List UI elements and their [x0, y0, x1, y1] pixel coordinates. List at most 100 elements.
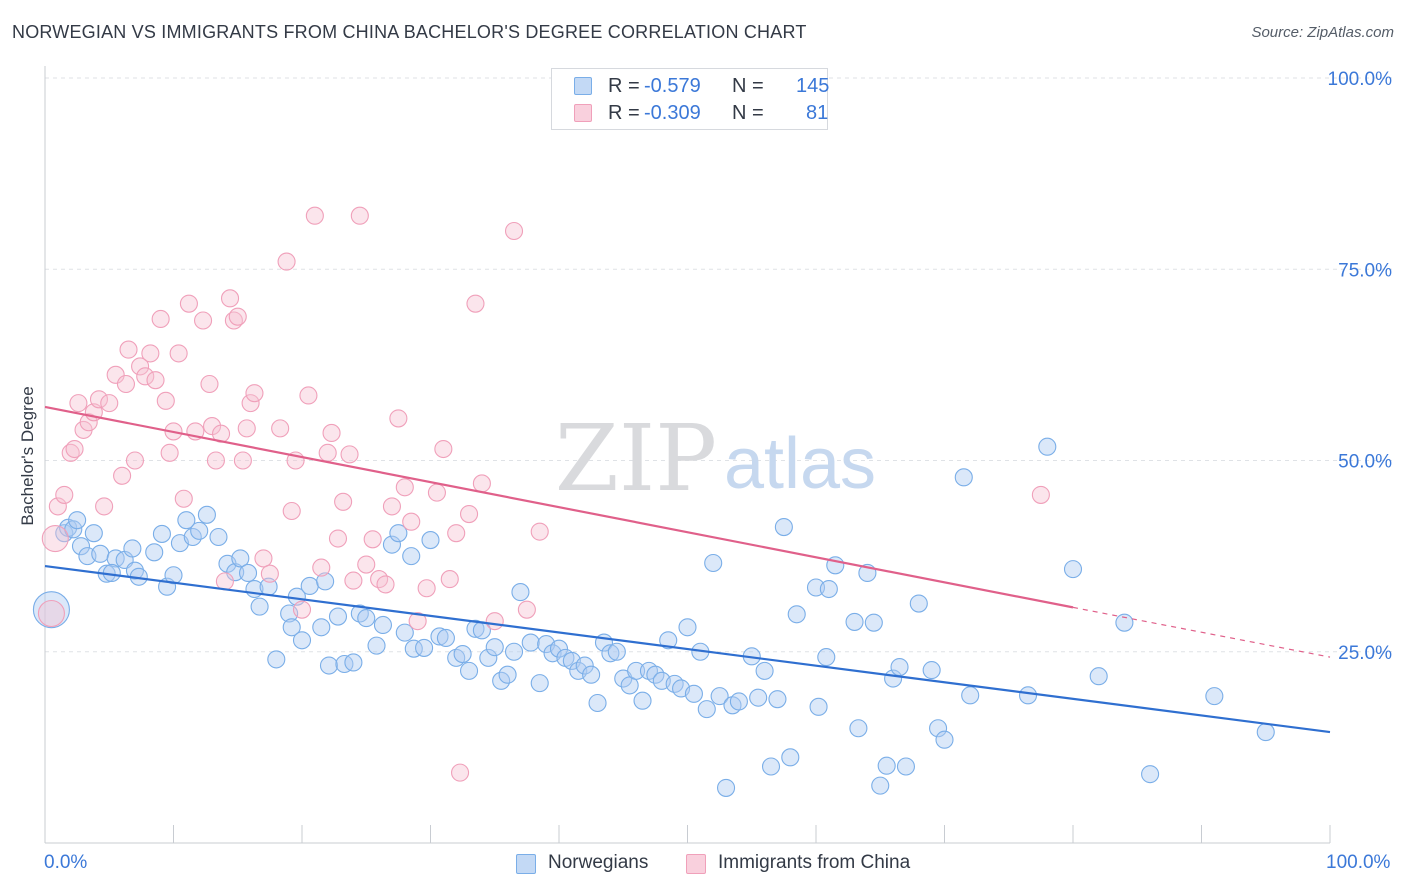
data-point: [485, 612, 504, 631]
data-point: [809, 697, 828, 716]
data-point: [817, 648, 836, 667]
data-point: [684, 684, 703, 703]
data-point: [305, 206, 324, 225]
data-point: [344, 653, 363, 672]
data-point: [382, 497, 402, 516]
watermark-atlas: atlas: [724, 424, 876, 504]
data-point: [260, 564, 279, 583]
data-point: [106, 365, 125, 384]
data-point: [1141, 765, 1160, 784]
data-point: [961, 686, 980, 705]
data-point: [282, 501, 301, 521]
data-point: [100, 394, 119, 413]
data-point: [84, 524, 103, 543]
data-point: [819, 579, 838, 599]
data-point: [334, 492, 353, 511]
data-point: [389, 524, 408, 543]
y-axis-label: Bachelor's Degree: [18, 386, 37, 526]
data-point: [328, 529, 348, 548]
data-point: [136, 367, 155, 386]
data-point: [91, 544, 110, 563]
legend-swatch-blue: [516, 854, 536, 874]
data-point: [627, 661, 646, 680]
data-point: [704, 553, 723, 573]
data-point: [1031, 485, 1050, 504]
data-point: [395, 623, 414, 642]
r-label: R =: [608, 75, 640, 97]
data-point: [357, 555, 376, 574]
data-point: [160, 443, 179, 462]
trend-line-1: [44, 405, 1074, 609]
data-point: [151, 309, 170, 329]
y-tick-labels: 25.0% 50.0% 75.0% 100.0%: [1328, 69, 1393, 664]
data-point: [601, 644, 620, 663]
data-point: [530, 674, 549, 693]
data-point: [344, 571, 363, 590]
data-point: [141, 344, 160, 363]
data-point: [316, 572, 335, 591]
data-point: [395, 478, 414, 497]
data-point: [68, 511, 87, 530]
data-point: [312, 558, 331, 577]
data-point: [935, 730, 954, 749]
data-point: [282, 618, 301, 637]
data-point: [245, 384, 264, 403]
data-point: [156, 391, 175, 410]
data-point: [300, 576, 319, 596]
data-point: [755, 661, 774, 680]
data-point: [350, 604, 369, 623]
data-point: [215, 572, 234, 591]
data-point: [319, 656, 339, 675]
data-point: [71, 537, 91, 556]
data-point: [299, 386, 318, 405]
y-tick-label: 75.0%: [1338, 260, 1392, 281]
data-point: [233, 451, 252, 470]
data-point: [582, 665, 601, 684]
data-point: [116, 374, 136, 394]
watermark: ZIP atlas: [555, 405, 876, 512]
data-point: [659, 631, 678, 650]
axes: [44, 66, 1331, 844]
trend-line-dashed-1: [1072, 606, 1331, 658]
data-point: [768, 690, 787, 709]
data-point: [1115, 613, 1134, 632]
data-point: [498, 665, 517, 684]
legend-label: Norwegians: [548, 852, 649, 873]
data-point: [929, 719, 948, 738]
data-point: [1018, 686, 1038, 705]
trend-lines: [44, 405, 1331, 734]
data-point: [678, 618, 697, 637]
data-point: [479, 648, 498, 667]
data-point: [131, 357, 150, 376]
data-point: [382, 535, 402, 554]
n-label: N =: [732, 75, 764, 97]
data-point: [152, 524, 171, 543]
data-point: [200, 374, 219, 394]
r-label: R =: [608, 102, 640, 124]
x-tick-label-min: 0.0%: [44, 852, 88, 873]
data-point: [430, 627, 449, 646]
legend-swatch-pink: [574, 104, 592, 122]
data-point: [328, 607, 348, 626]
legend-swatch-pink: [686, 854, 706, 874]
n-value: 145: [796, 75, 830, 97]
data-point: [340, 445, 359, 464]
data-point: [48, 497, 67, 516]
data-point: [472, 474, 491, 493]
data-point: [119, 340, 138, 359]
y-tick-label: 100.0%: [1328, 69, 1393, 90]
watermark-zip: ZIP: [555, 405, 717, 512]
data-point: [292, 631, 312, 650]
data-point: [511, 583, 530, 602]
data-point: [55, 485, 74, 504]
data-point: [350, 206, 369, 225]
data-point: [177, 511, 196, 530]
data-point: [415, 638, 434, 657]
data-point: [909, 594, 928, 613]
data-point: [710, 687, 729, 706]
data-point: [402, 547, 421, 566]
data-point: [716, 778, 736, 797]
data-point: [206, 451, 225, 470]
data-point: [335, 654, 354, 674]
